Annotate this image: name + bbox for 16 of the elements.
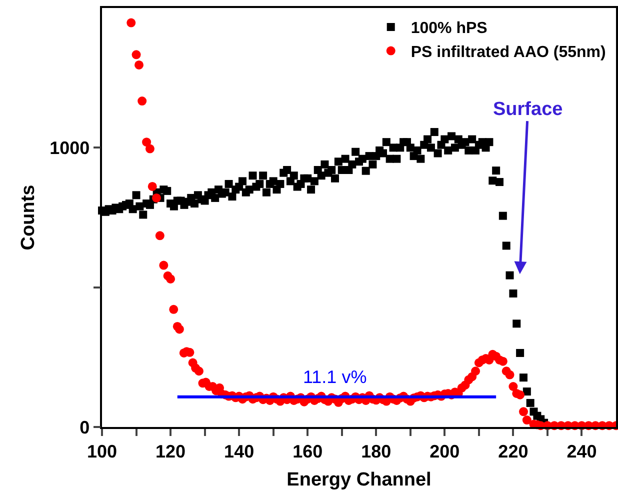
annotation: Surface xyxy=(493,99,563,120)
x-tick-label: 180 xyxy=(361,441,392,462)
annotation: 11.1 v% xyxy=(303,367,367,387)
x-tick-label: 100 xyxy=(86,441,118,462)
legend-label: 100% hPS xyxy=(410,20,488,38)
x-tick-label: 160 xyxy=(292,441,323,462)
x-tick-label: 120 xyxy=(156,441,186,462)
y-tick-label: 1000 xyxy=(50,138,90,158)
x-tick-label: 200 xyxy=(430,441,460,462)
x-tick-label: 140 xyxy=(224,441,254,462)
x-axis-title: Energy Channel xyxy=(286,470,432,491)
y-tick-label: 0 xyxy=(80,417,90,438)
y-axis-title: Counts xyxy=(18,184,39,250)
x-tick-label: 240 xyxy=(566,441,597,462)
legend-label: PS infiltrated AAO (55nm) xyxy=(410,44,606,62)
x-tick-label: 220 xyxy=(498,441,528,462)
